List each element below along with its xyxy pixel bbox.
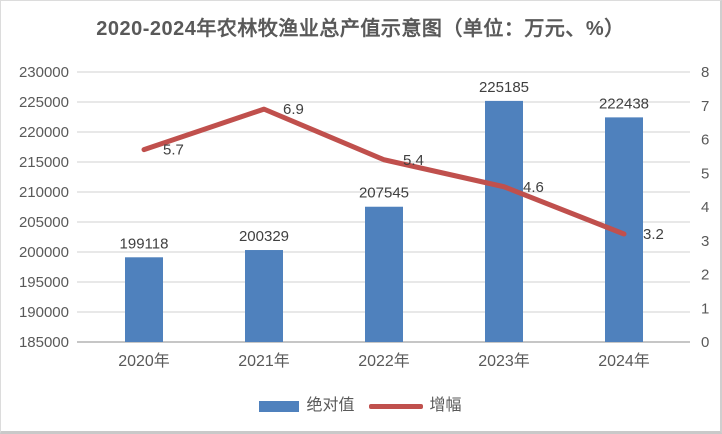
bar-value-label: 200329 <box>239 228 289 245</box>
left-axis-tick-label: 220000 <box>19 124 69 141</box>
left-axis-tick-label: 200000 <box>19 244 69 261</box>
legend: 绝对值 增幅 <box>1 395 720 417</box>
right-axis-tick-label: 6 <box>701 132 709 149</box>
line-value-label: 6.9 <box>283 101 304 118</box>
left-axis-tick-label: 210000 <box>19 184 69 201</box>
line-series-swatch-icon <box>368 403 423 409</box>
chart-title: 2020-2024年农林牧渔业总产值示意图（单位：万元、%） <box>96 18 625 40</box>
left-axis-tick-label: 215000 <box>19 154 69 171</box>
bar <box>485 100 523 342</box>
left-axis-tick-label: 225000 <box>19 94 69 111</box>
x-axis-label: 2024年 <box>598 352 650 370</box>
right-axis-tick-label: 7 <box>701 98 709 115</box>
x-axis-label: 2020年 <box>118 352 170 370</box>
legend-label-absolute-value: 绝对值 <box>306 397 355 414</box>
left-axis-tick-label: 190000 <box>19 304 69 321</box>
right-axis-tick-label: 4 <box>701 199 709 216</box>
x-axis-label: 2022年 <box>358 352 410 370</box>
growth-rate-line <box>141 106 627 237</box>
bar-value-label: 207545 <box>359 185 409 202</box>
line-value-label: 4.6 <box>523 179 544 196</box>
bar-series-swatch-icon <box>259 400 300 412</box>
right-axis-tick-label: 2 <box>701 267 709 284</box>
legend-item-absolute-value: 绝对值 <box>259 397 355 414</box>
line-value-label: 5.7 <box>163 142 184 159</box>
line-value-label: 5.4 <box>403 152 424 169</box>
bar-value-label: 225185 <box>479 79 529 96</box>
legend-item-growth-rate: 增幅 <box>368 397 462 414</box>
bar-value-label: 222438 <box>599 95 649 112</box>
right-axis-tick-label: 0 <box>701 334 709 351</box>
bar <box>365 206 403 342</box>
bar <box>245 250 283 342</box>
x-axis-label: 2021年 <box>238 352 290 370</box>
left-axis-tick-label: 205000 <box>19 214 69 231</box>
left-axis-tick-label: 230000 <box>19 64 69 81</box>
right-axis-tick-label: 3 <box>701 233 709 250</box>
left-axis-tick-label: 185000 <box>19 334 69 351</box>
right-axis-tick-label: 5 <box>701 165 709 182</box>
bar <box>125 257 163 342</box>
left-axis-tick-label: 195000 <box>19 274 69 291</box>
x-axis-label: 2023年 <box>478 352 530 370</box>
legend-label-growth-rate: 增幅 <box>429 397 462 414</box>
line-value-label: 3.2 <box>643 226 664 243</box>
bar-value-label: 199118 <box>120 235 169 252</box>
right-axis-tick-label: 8 <box>701 64 709 81</box>
right-axis-tick-label: 1 <box>701 300 709 317</box>
